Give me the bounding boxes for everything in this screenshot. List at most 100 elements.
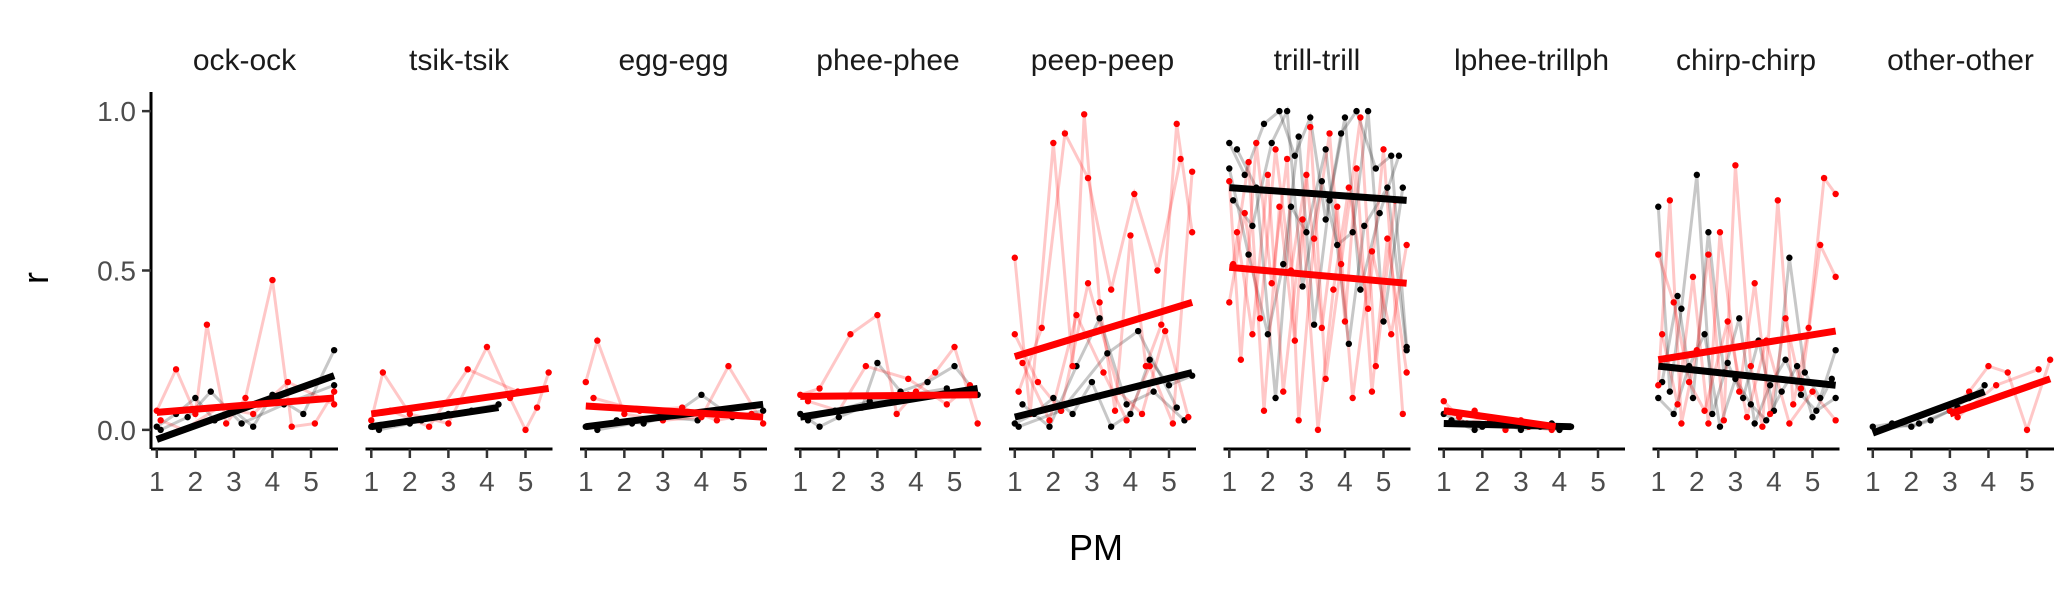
- facet-title: tsik-tsik: [409, 44, 510, 77]
- red-data-point: [1403, 241, 1410, 249]
- red-data-point: [1310, 235, 1318, 242]
- red-data-point: [1138, 410, 1146, 418]
- red-data-point: [1786, 420, 1793, 427]
- red-trajectory-line: [1656, 254, 1837, 427]
- black-data-point: [1655, 203, 1662, 210]
- black-data-point: [1778, 388, 1785, 395]
- x-tick-label: 1: [1650, 466, 1666, 497]
- black-data-point: [1337, 130, 1345, 137]
- black-trend-line: [585, 400, 764, 431]
- red-data-point: [1736, 388, 1743, 395]
- x-tick-label: 5: [1590, 466, 1606, 497]
- black-data-point: [1019, 401, 1026, 408]
- red-data-point: [445, 420, 452, 427]
- red-data-point: [1357, 114, 1364, 121]
- black-data-point: [1165, 382, 1173, 389]
- x-tick-label: 2: [1689, 466, 1705, 497]
- red-data-point: [242, 394, 249, 402]
- red-data-point: [533, 404, 541, 411]
- black-data-point: [1268, 139, 1275, 147]
- black-data-point: [1299, 283, 1306, 290]
- red-data-point: [1322, 375, 1329, 383]
- black-data-point: [924, 378, 931, 386]
- black-data-point: [1724, 359, 1731, 367]
- black-data-point: [1233, 146, 1241, 153]
- black-data-point: [1399, 184, 1406, 191]
- red-trend-line: [1443, 407, 1557, 431]
- red-data-point: [1015, 388, 1022, 395]
- black-trajectory-line: [1227, 107, 1409, 348]
- black-data-point: [1786, 254, 1793, 261]
- black-data-point: [1322, 146, 1329, 153]
- black-data-point: [1349, 229, 1356, 236]
- red-data-point: [1280, 388, 1287, 395]
- black-data-point: [1345, 340, 1353, 348]
- x-tick-label: 4: [908, 466, 924, 497]
- black-data-point: [1226, 165, 1233, 172]
- red-data-point: [1260, 407, 1268, 414]
- black-trend-line: [370, 404, 500, 431]
- black-data-point: [1739, 394, 1747, 402]
- red-data-point: [1019, 359, 1026, 367]
- red-data-point: [1774, 197, 1782, 204]
- red-data-point: [1954, 413, 1961, 421]
- red-data-point: [311, 420, 319, 427]
- black-data-point: [1357, 286, 1364, 293]
- black-data-point: [1670, 410, 1677, 418]
- x-tick-label: 2: [1475, 466, 1491, 497]
- black-data-point: [1782, 356, 1789, 363]
- facet-lphee-trillph: lphee-trillph 1 2 3 4 5: [1436, 44, 1625, 497]
- red-data-point: [1670, 299, 1677, 306]
- red-data-point: [2046, 356, 2054, 363]
- black-data-point: [1797, 391, 1805, 399]
- red-trend-line: [156, 394, 335, 416]
- facet-title: trill-trill: [1274, 44, 1361, 77]
- red-data-point: [249, 410, 257, 418]
- black-data-point: [1260, 120, 1268, 128]
- red-data-point: [1720, 417, 1728, 424]
- red-data-point: [582, 378, 589, 386]
- red-data-point: [1073, 311, 1080, 319]
- y-tick-label: 0.5: [97, 256, 136, 287]
- x-tick-label: 3: [870, 466, 886, 497]
- red-data-point: [1131, 190, 1138, 198]
- red-data-point: [1349, 394, 1356, 402]
- x-tick-label: 4: [1766, 466, 1782, 497]
- red-data-point: [2023, 426, 2031, 434]
- x-tick-label: 2: [1260, 466, 1276, 497]
- x-tick-label: 3: [1728, 466, 1744, 497]
- red-data-point: [932, 369, 939, 376]
- red-trend-line: [1948, 375, 2052, 418]
- facet-title: ock-ock: [193, 44, 297, 77]
- black-data-point: [1666, 388, 1674, 395]
- red-data-point: [368, 417, 375, 424]
- x-tick-label: 3: [655, 466, 671, 497]
- black-data-point: [1395, 152, 1403, 159]
- red-data-point: [1399, 410, 1406, 418]
- red-data-point: [1237, 356, 1245, 363]
- red-data-point: [1689, 273, 1697, 281]
- red-trajectory-line: [1656, 165, 1837, 427]
- x-tick-label: 2: [831, 466, 847, 497]
- black-trend-line: [1013, 369, 1193, 421]
- red-trend-line: [370, 384, 550, 418]
- black-data-point: [1471, 426, 1478, 434]
- black-data-point: [1361, 222, 1368, 230]
- black-data-point: [1341, 114, 1349, 121]
- facet-title: chirp-chirp: [1676, 44, 1816, 77]
- red-data-point: [1011, 254, 1018, 261]
- black-data-point: [1828, 375, 1835, 383]
- black-data-point: [1915, 420, 1923, 427]
- facet-phee-phee: phee-phee 1 2 3 4 5: [792, 44, 982, 497]
- red-data-point: [1805, 324, 1812, 332]
- x-tick-label: 1: [1865, 466, 1881, 497]
- black-data-point: [1384, 184, 1391, 191]
- red-data-point: [1380, 146, 1387, 153]
- black-trajectory-line: [1014, 356, 1193, 429]
- red-data-point: [288, 423, 295, 430]
- red-data-point: [545, 369, 552, 376]
- red-data-point: [1299, 216, 1306, 223]
- red-data-point: [1384, 235, 1391, 242]
- facet-trill-trill: trill-trill 1 2 3 4 5: [1221, 44, 1411, 497]
- x-tick-label: 4: [694, 466, 710, 497]
